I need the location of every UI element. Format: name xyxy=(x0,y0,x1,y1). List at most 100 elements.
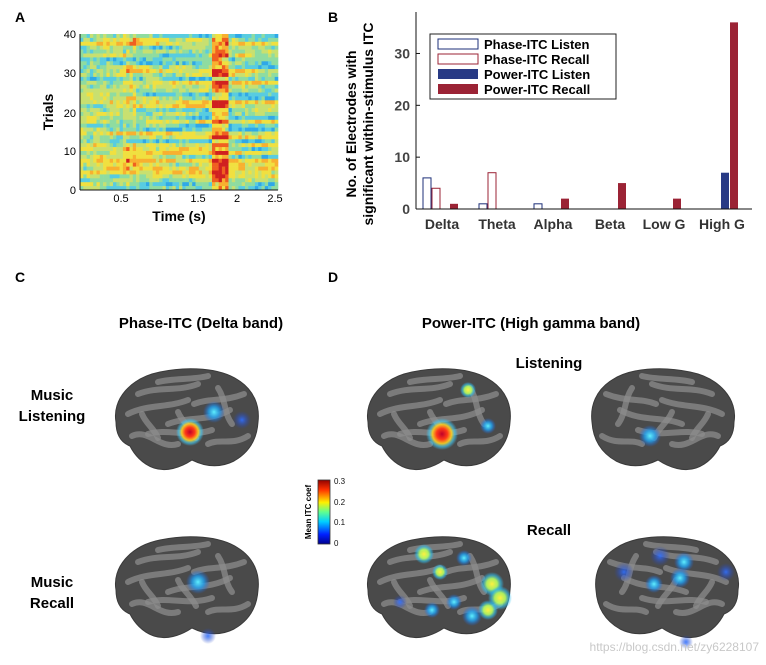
heatmap-cell xyxy=(268,69,272,74)
heatmap-cell xyxy=(268,170,272,175)
heatmap-cell xyxy=(185,123,190,128)
heatmap-cell xyxy=(109,92,114,97)
heatmap-cell xyxy=(126,84,130,89)
brain-sulcus xyxy=(669,431,721,449)
heatmap-cell xyxy=(261,108,266,113)
heatmap-cell xyxy=(208,45,213,50)
heatmap-cell xyxy=(254,57,259,62)
heatmap-cell xyxy=(175,80,180,85)
heatmap-cell xyxy=(132,73,137,78)
heatmap-cell xyxy=(248,49,252,54)
heatmap-cell xyxy=(218,174,223,179)
heatmap-cell xyxy=(202,49,206,54)
heatmap-cell xyxy=(93,174,97,179)
heatmap-cell xyxy=(93,61,97,66)
heatmap-cell xyxy=(231,112,236,117)
heatmap-cell xyxy=(89,57,94,62)
heatmap-cell xyxy=(96,147,101,152)
heatmap-cell xyxy=(129,53,134,58)
heatmap-cell xyxy=(175,61,180,66)
heatmap-cell xyxy=(116,154,120,160)
heatmap-cell xyxy=(136,49,140,54)
heatmap-cell xyxy=(169,73,173,78)
heatmap-cell xyxy=(142,45,147,50)
heatmap-cell xyxy=(116,61,120,66)
heatmap-cell xyxy=(225,88,229,93)
heatmap-cell xyxy=(195,151,200,156)
heatmap-cell xyxy=(89,182,94,187)
heatmap-cell xyxy=(248,154,252,160)
heatmap-cell xyxy=(271,127,275,132)
panel-letter-a: A xyxy=(15,9,25,25)
heatmap-cell xyxy=(146,96,150,101)
heatmap-cell xyxy=(122,108,127,113)
heatmap-cell xyxy=(119,100,124,105)
heatmap-cell xyxy=(221,92,226,97)
itc-electrode-spot xyxy=(186,570,210,594)
heatmap-cell xyxy=(172,76,176,82)
heatmap-cell xyxy=(86,80,91,85)
heatmap-cell xyxy=(235,84,239,89)
heatmap-cell xyxy=(235,45,239,50)
heatmap-cell xyxy=(89,65,94,70)
heatmap-cell xyxy=(231,61,236,66)
heatmap-cell xyxy=(103,112,107,117)
heatmap-cell xyxy=(182,104,186,109)
heatmap-cell xyxy=(185,100,190,105)
heatmap-cell xyxy=(185,53,190,58)
heatmap-cell xyxy=(169,186,173,191)
heatmap-cell xyxy=(83,61,87,66)
heatmap-cell xyxy=(93,154,97,160)
itc-electrode-spot xyxy=(614,562,634,582)
heatmap-cell xyxy=(264,112,269,117)
heatmap-cell xyxy=(188,158,193,163)
heatmap-cell xyxy=(109,127,114,132)
heatmap-cell xyxy=(274,84,279,89)
heatmap-cell xyxy=(96,100,101,105)
heatmap-cell xyxy=(116,34,120,39)
heatmap-cell xyxy=(80,139,84,144)
heatmap-cell xyxy=(185,151,190,156)
heatmap-cell xyxy=(152,182,157,187)
heatmap-cell xyxy=(245,92,249,97)
heatmap-cell xyxy=(132,80,137,85)
heatmap-cell xyxy=(172,154,176,160)
heatmap-cell xyxy=(215,158,219,163)
heatmap-cell xyxy=(99,34,104,39)
heatmap-cell xyxy=(80,131,84,136)
heatmap-cell xyxy=(80,182,84,187)
heatmap-cell xyxy=(248,131,252,136)
heatmap-cell xyxy=(139,151,143,156)
heatmap-cell xyxy=(136,104,140,109)
brain-sulcus xyxy=(205,601,251,615)
bar-phase-itc-recall-theta xyxy=(487,172,497,210)
heatmap-cell xyxy=(198,65,203,70)
heatmap-cell xyxy=(218,162,223,167)
heatmap-cell xyxy=(139,76,143,82)
heatmap-cell xyxy=(96,41,101,46)
heatmap-cell xyxy=(99,49,104,54)
heatmap-cell xyxy=(251,53,256,58)
heatmap-cell xyxy=(113,119,117,124)
heatmap-cell xyxy=(179,151,183,156)
heatmap-cell xyxy=(258,170,262,175)
heatmap-cell xyxy=(83,139,87,144)
heatmap-cell xyxy=(228,127,233,132)
heatmap-cell xyxy=(142,162,147,167)
heatmap-cell xyxy=(192,96,196,101)
panel-letter-b: B xyxy=(328,9,338,25)
heatmap-cell xyxy=(215,96,219,101)
heatmap-cell xyxy=(155,80,160,85)
heatmap-cell xyxy=(241,45,246,50)
heatmap-cell xyxy=(116,96,120,101)
heatmap-cell xyxy=(106,186,110,191)
heatmap-cell xyxy=(165,61,170,66)
heatmap-cell xyxy=(146,104,150,109)
heatmap-cell xyxy=(149,45,153,50)
heatmap-cell xyxy=(165,73,170,78)
heatmap-cell xyxy=(202,170,206,175)
heatmap-cell xyxy=(103,57,107,62)
heatmap-cell xyxy=(126,166,130,171)
heatmap-cell xyxy=(136,170,140,175)
heatmap-cell xyxy=(261,162,266,167)
